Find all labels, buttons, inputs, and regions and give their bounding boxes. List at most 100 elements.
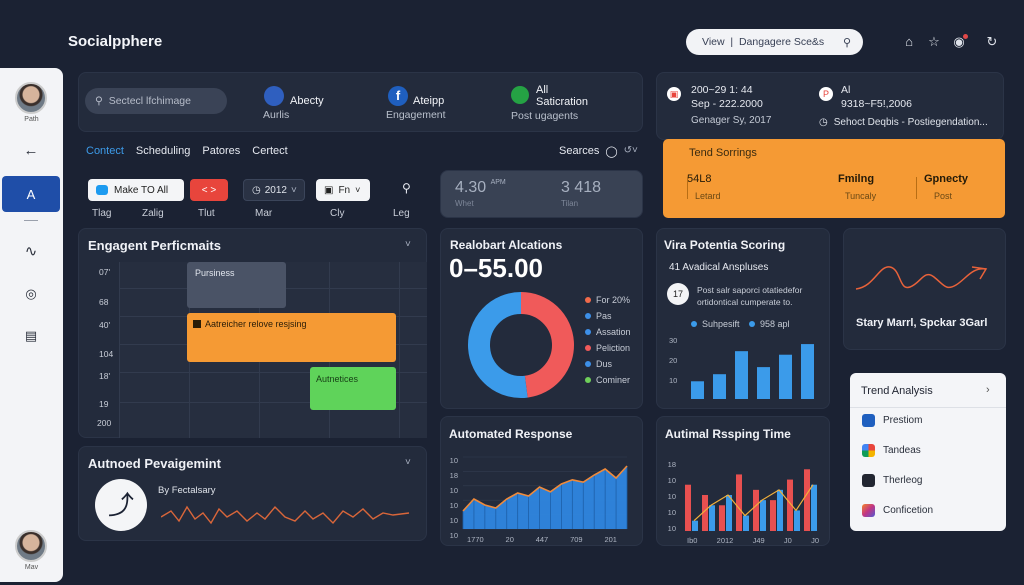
- legend-item: Pas: [585, 311, 612, 321]
- bar: [736, 474, 742, 531]
- trend-analysis-panel: Trend Analysis ›: [850, 373, 1006, 531]
- x-tick: 447: [535, 535, 549, 544]
- trend-analysis-title: Trend Analysis: [861, 385, 933, 397]
- legend-item: Cominer: [585, 375, 630, 385]
- bar: [726, 495, 732, 531]
- auto-engagement-title: Autnoed Pevaigemint: [88, 456, 221, 471]
- chevron-down-icon[interactable]: ˅: [405, 239, 411, 250]
- schedule-block[interactable]: Autnetices: [310, 367, 396, 410]
- back-arrow-icon[interactable]: ←: [23, 141, 39, 159]
- user-avatar-bottom[interactable]: [15, 530, 47, 562]
- twitter-filter-chip[interactable]: Make TO All: [88, 179, 184, 201]
- y-tick: 10: [449, 456, 458, 465]
- x-tick: J0: [811, 536, 819, 545]
- x-tick: J0: [783, 536, 792, 545]
- day-label: Leg: [393, 208, 410, 219]
- account-3[interactable]: All Saticration Post ugagents: [511, 84, 588, 122]
- viral-legend: 958 apl: [760, 319, 790, 329]
- stat-a-sub: Whet: [455, 199, 474, 208]
- stat-a-unit: APM: [490, 179, 506, 186]
- schedule-line3: Genager Sy, 2017: [691, 115, 772, 126]
- day-label: Mar: [255, 208, 273, 219]
- searches-control[interactable]: Searces ◯ ↺˅: [559, 145, 638, 158]
- schedule-block-label: Autnetices: [316, 374, 359, 384]
- star-icon[interactable]: ☆: [928, 34, 940, 49]
- app-brand: Socialpphere: [68, 33, 163, 50]
- user-avatar-top[interactable]: [15, 82, 47, 114]
- score-value: Gpnecty: [924, 173, 969, 185]
- trend-item[interactable]: Prestiom: [862, 414, 922, 427]
- bar: [804, 469, 810, 531]
- timing-title: Autimal Rssping Time: [665, 427, 791, 441]
- bar: [753, 489, 759, 531]
- trend-item[interactable]: Conficetion: [862, 504, 933, 517]
- home-icon[interactable]: ⌂: [905, 34, 913, 49]
- score-label: Tuncaly: [845, 191, 877, 201]
- tab-content[interactable]: Contect: [86, 145, 124, 157]
- bar: [691, 381, 704, 399]
- instagram-icon: [862, 504, 875, 517]
- row-label: 68: [99, 297, 109, 307]
- wave-icon[interactable]: ∿: [24, 243, 38, 260]
- y-tick: 10: [667, 508, 676, 517]
- account-2-sub: Engagement: [386, 109, 446, 121]
- row-label: 40': [99, 320, 111, 330]
- date-select[interactable]: ◷ 2012 ˅: [243, 179, 305, 201]
- trend-line-icon: [855, 266, 988, 290]
- globe-icon: ◯: [605, 146, 618, 158]
- schedule-block-label: Aatreicher relove resjsing: [205, 319, 307, 329]
- user-top-label: Path: [24, 116, 39, 123]
- tiktok-icon: [862, 474, 875, 487]
- tab-certect[interactable]: Certect: [252, 145, 288, 157]
- x-tick: 1770: [467, 535, 484, 544]
- account-2[interactable]: Ateipp Engagement: [386, 95, 446, 121]
- account-3-sub: Post ugagents: [511, 110, 579, 122]
- fn-select[interactable]: ▣ Fn ˅: [316, 179, 370, 201]
- clipboard-icon[interactable]: ▤: [24, 328, 38, 343]
- spotify-icon: [511, 86, 529, 104]
- viral-title: Vira Potentia Scoring: [664, 238, 786, 252]
- tab-patores[interactable]: Patores: [202, 145, 241, 157]
- trend-item[interactable]: Therleog: [862, 474, 922, 487]
- bar: [811, 484, 817, 531]
- nav-chip[interactable]: < >: [190, 179, 228, 201]
- tab-scheduling[interactable]: Scheduling: [135, 145, 191, 157]
- automation-logo-icon: ⤴: [95, 479, 147, 531]
- header-search-bar[interactable]: View | Dangagere Sce&s ⚲: [686, 29, 863, 55]
- trend-item[interactable]: Tandeas: [862, 444, 921, 457]
- schedule-line2: Sep - 222.2000: [691, 98, 763, 110]
- bar: [719, 505, 725, 531]
- engagement-panel: Engagent Perficmaits ˅ 07' 68 40' 104 18…: [78, 228, 427, 438]
- story-panel: Stary Marrl, Spckar 3Garl: [843, 228, 1006, 350]
- y-tick: 10: [669, 376, 677, 385]
- y-tick: 10: [449, 486, 458, 495]
- chevron-down-icon[interactable]: ˅: [405, 457, 411, 468]
- viral-panel: Vira Potentia Scoring 41 Avadical Ansplu…: [656, 228, 830, 409]
- search-input[interactable]: ⚲ Sectecl lfchimage: [85, 88, 227, 114]
- allocations-panel: Realobart Alcations 0–55.00 For 20% Pas As…: [440, 228, 643, 409]
- refresh-icon[interactable]: ↻: [986, 34, 998, 49]
- chevron-right-icon[interactable]: ›: [986, 384, 990, 396]
- allocations-title: Realobart Alcations: [450, 238, 563, 252]
- analytics-icon[interactable]: A: [2, 176, 60, 212]
- schedule-info-panel: ▣ 200~29 1: 44 Sep - 222.2000 Genager Sy…: [656, 72, 1004, 140]
- row-label: 18': [99, 371, 111, 381]
- story-label: Stary Marrl, Spckar 3Garl: [856, 317, 988, 329]
- row-label: 07': [99, 267, 111, 277]
- allocations-value: 0–55.00: [449, 253, 543, 283]
- schedule-right-line2: 9318~F5!,2006: [841, 98, 912, 110]
- notification-icon[interactable]: ◉: [950, 33, 968, 51]
- search-placeholder: Sectecl lfchimage: [108, 95, 191, 107]
- stat-b-sub: Tilan: [561, 199, 579, 208]
- day-label: Tlag: [92, 208, 112, 219]
- search-icon[interactable]: ⚲: [402, 181, 411, 195]
- auto-response-title: Automated Response: [449, 427, 573, 441]
- legend-item: Assation: [585, 327, 631, 337]
- x-tick: 709: [570, 535, 583, 544]
- schedule-block[interactable]: Pursiness: [187, 262, 286, 308]
- auto-engagement-panel: Autnoed Pevaigemint ˅ ⤴ By Fectalsary: [78, 446, 427, 541]
- schedule-block[interactable]: Aatreicher relove resjsing: [187, 313, 396, 362]
- account-1[interactable]: Abecty Aurlis: [263, 95, 324, 121]
- search-icon[interactable]: ⚲: [842, 36, 851, 49]
- broadcast-icon[interactable]: ◎: [25, 286, 37, 301]
